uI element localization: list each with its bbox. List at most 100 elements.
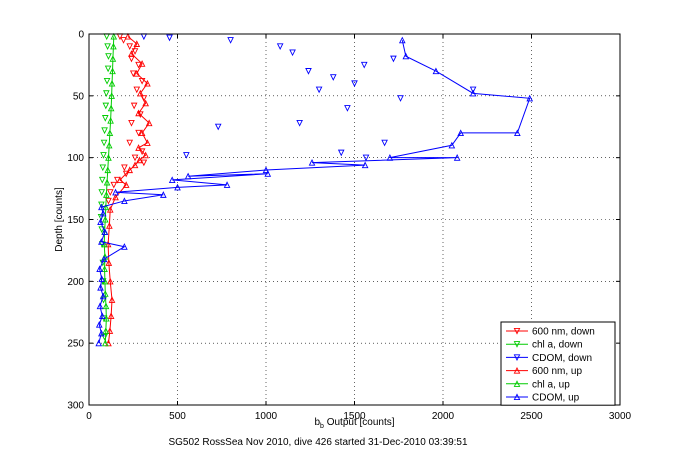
- y-tick-label: 300: [67, 401, 84, 412]
- data-point: [344, 105, 351, 112]
- data-point: [105, 141, 113, 149]
- legend-label: chl a, up: [532, 379, 570, 390]
- data-point: [101, 228, 109, 235]
- data-point: [103, 77, 111, 85]
- series-cdom-up: [95, 36, 534, 347]
- data-point: [361, 161, 369, 169]
- data-point: [227, 37, 234, 44]
- data-point: [142, 99, 149, 107]
- data-point: [99, 164, 107, 172]
- legend-box: [500, 321, 616, 406]
- data-point: [133, 86, 141, 94]
- data-point: [98, 275, 106, 282]
- data-point: [120, 37, 127, 44]
- data-point: [337, 149, 345, 157]
- data-point: [102, 102, 110, 110]
- x-tick-label: 0: [86, 411, 92, 422]
- data-point: [101, 339, 109, 347]
- data-point: [102, 327, 110, 334]
- y-axis: 0 50 100 150 200 250 300: [67, 30, 620, 412]
- data-point: [96, 302, 104, 310]
- data-point: [103, 191, 110, 198]
- x-tick-label: 1000: [255, 411, 278, 422]
- data-point: [101, 290, 109, 297]
- data-point: [135, 129, 142, 137]
- data-point: [214, 123, 222, 131]
- data-point: [110, 181, 118, 189]
- legend: 600 nm, down chl a, down CDOM, down 600 nm,…: [500, 321, 616, 406]
- legend-item: chl a, down: [506, 340, 583, 351]
- data-point: [136, 156, 143, 164]
- data-point: [126, 43, 134, 50]
- y-tick-label: 150: [67, 215, 84, 226]
- data-point: [98, 203, 105, 211]
- data-point: [160, 191, 167, 198]
- data-point: [135, 144, 142, 151]
- data-point: [128, 50, 135, 57]
- y-axis-label: Depth [counts]: [54, 187, 65, 252]
- data-point: [110, 42, 117, 50]
- data-point: [121, 243, 128, 250]
- data-point: [98, 189, 106, 196]
- legend-marker: [513, 393, 521, 401]
- x-tick-label: 3000: [609, 411, 632, 422]
- legend-item: 600 nm, down: [506, 327, 595, 338]
- data-point: [106, 277, 114, 285]
- data-point: [351, 80, 358, 88]
- legend-marker: [513, 327, 521, 335]
- data-point: [108, 92, 115, 99]
- data-point: [133, 40, 141, 47]
- x-axis-label: bb Output [counts]: [314, 417, 394, 430]
- x-axis-label-b: b: [314, 417, 320, 428]
- data-point: [106, 189, 114, 196]
- data-point: [95, 321, 103, 328]
- data-point: [360, 61, 368, 69]
- data-point: [101, 265, 108, 273]
- data-point: [432, 67, 440, 75]
- data-point: [135, 109, 142, 117]
- data-point: [108, 79, 116, 87]
- legend-marker: [513, 341, 521, 348]
- data-point: [116, 176, 124, 183]
- data-point: [122, 181, 130, 188]
- x-axis: 0 500 1000 1500 2000 2500 3000: [86, 34, 632, 422]
- data-point: [223, 181, 231, 188]
- data-point: [131, 154, 139, 162]
- data-point: [97, 218, 104, 226]
- data-point: [99, 292, 107, 300]
- data-point: [184, 172, 192, 180]
- x-axis-label-subscript: b: [320, 423, 324, 430]
- data-point: [112, 193, 119, 201]
- legend-label: 600 nm, up: [532, 366, 582, 377]
- data-point: [99, 209, 107, 217]
- data-point: [397, 95, 404, 102]
- data-point: [453, 154, 461, 161]
- data-point: [100, 255, 108, 263]
- data-point: [128, 119, 135, 127]
- data-point: [448, 141, 456, 149]
- data-point: [126, 139, 134, 147]
- data-point: [289, 49, 296, 57]
- data-point: [183, 152, 190, 159]
- data-point: [104, 43, 111, 50]
- data-point: [98, 226, 106, 233]
- data-point: [106, 206, 114, 213]
- data-point: [145, 119, 153, 127]
- data-point: [137, 111, 144, 118]
- data-point: [105, 339, 112, 347]
- data-point: [457, 129, 465, 136]
- data-point: [526, 94, 534, 102]
- data-point: [105, 259, 113, 266]
- data-point: [131, 48, 139, 55]
- data-point: [315, 86, 323, 94]
- data-point: [138, 60, 146, 67]
- data-point: [166, 34, 173, 42]
- data-point: [144, 79, 151, 87]
- legend-label: 600 nm, down: [532, 327, 595, 338]
- legend-label: CDOM, down: [532, 353, 592, 364]
- data-point: [137, 89, 144, 97]
- data-point: [108, 296, 116, 303]
- figure-caption: SG502 RossSea Nov 2010, dive 426 started…: [168, 437, 468, 448]
- data-point: [95, 339, 103, 347]
- data-point: [105, 197, 112, 205]
